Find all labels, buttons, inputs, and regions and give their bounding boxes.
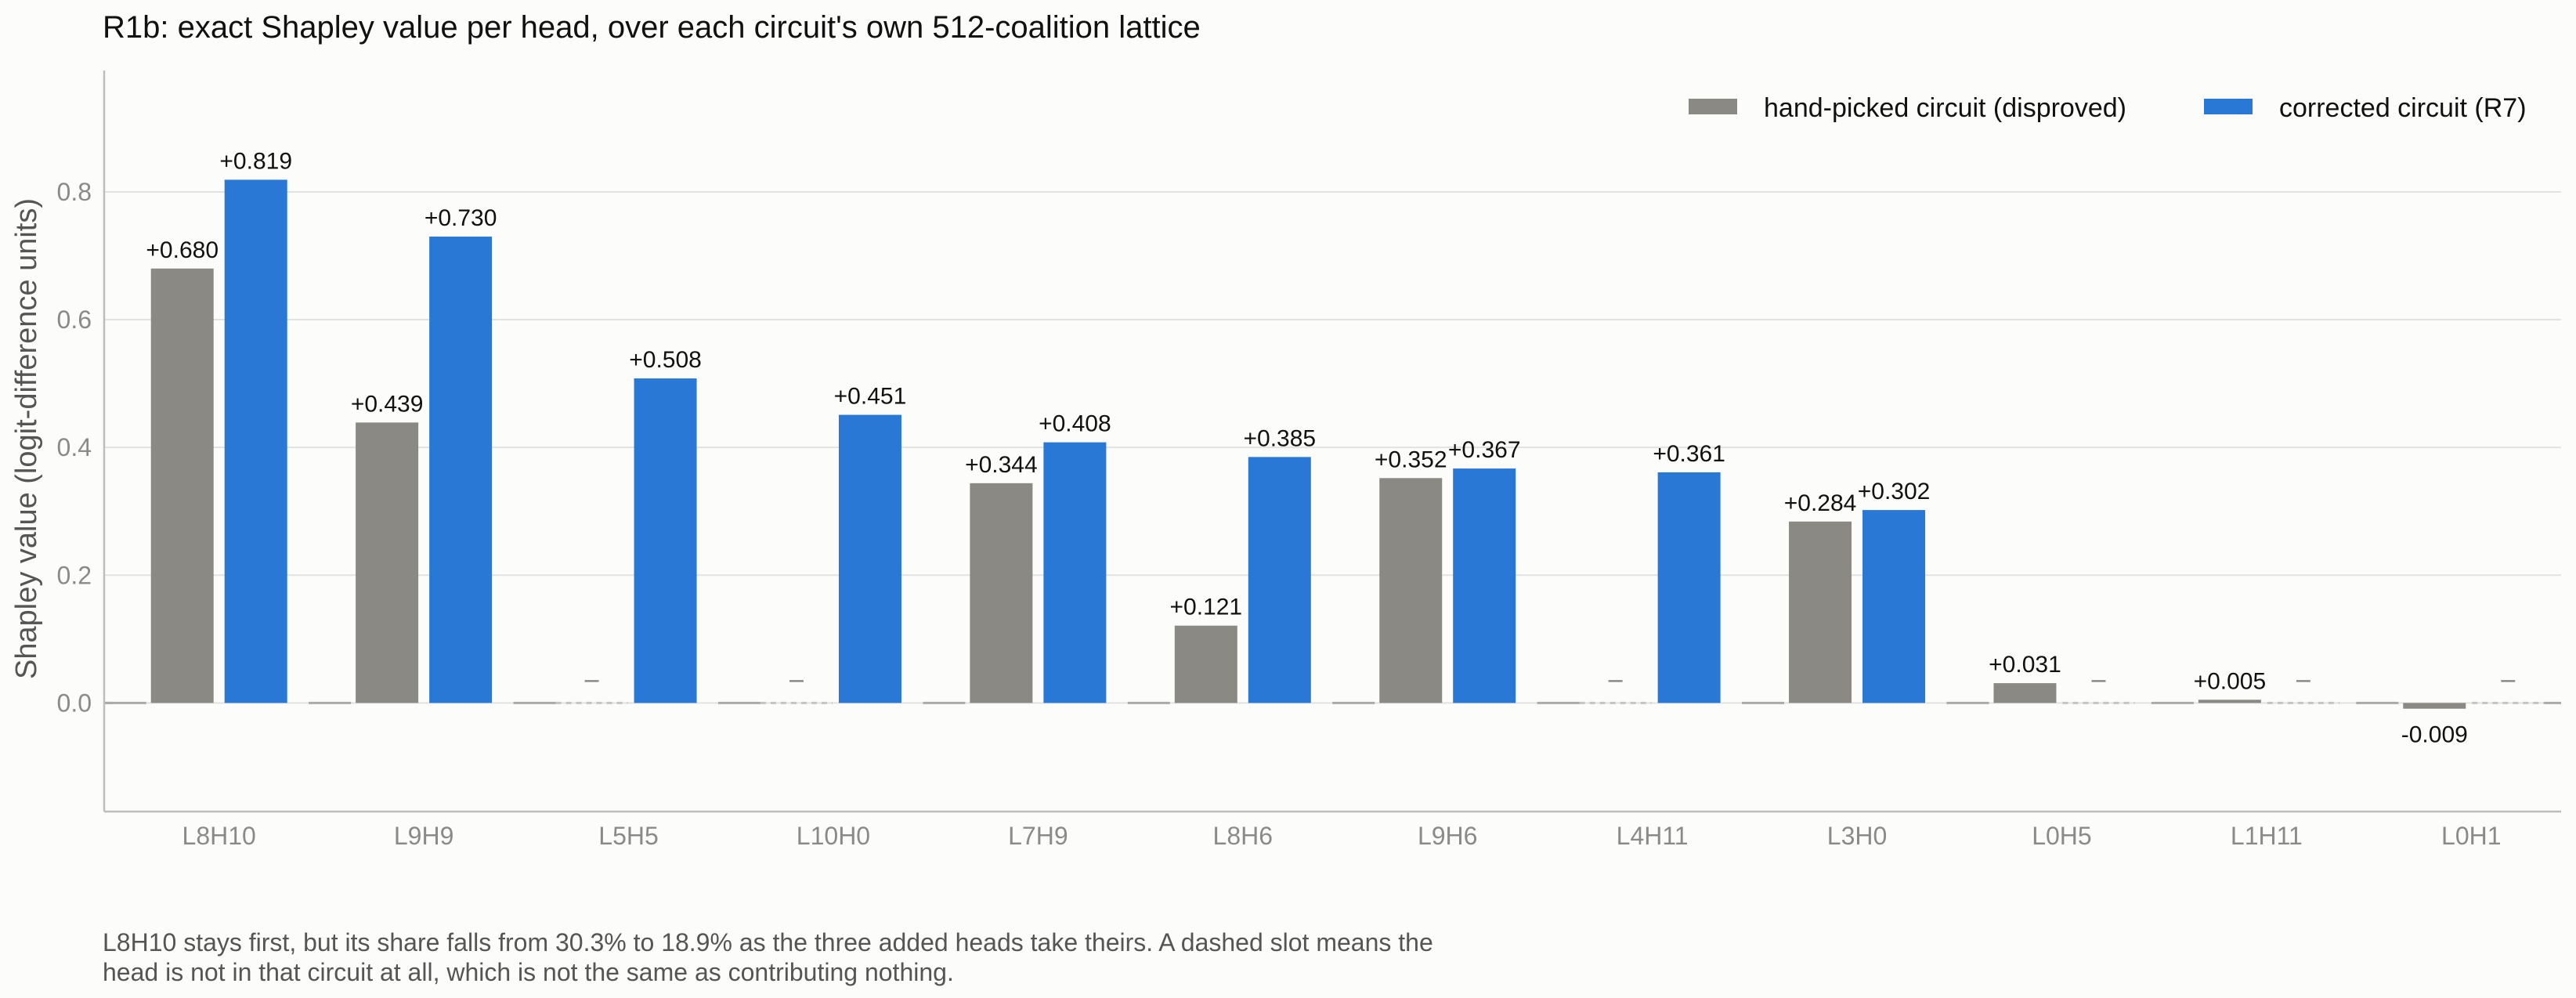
y-axis-label: Shapley value (logit-difference units) [10,198,43,679]
x-tick-label: L10H0 [797,822,870,850]
bar-L9H9-hand-picked [356,422,419,703]
bar-L5H5-corrected [634,378,697,703]
data-label: +0.385 [1243,425,1316,451]
x-axis-ticks: L8H10 L9H9 L5H5 L10H0 L7H9 L8H6 L9H6 L4H11 L3H0 L… [182,822,2502,850]
data-label: -0.009 [2401,721,2468,747]
bar-L9H6-hand-picked [1379,478,1443,703]
chart-title: R1b: exact Shapley value per head, over … [103,10,1201,45]
y-tick-label: 0.6 [57,306,92,334]
chart-caption: L8H10 stays first, but its share falls f… [103,928,1433,986]
y-tick-label: 0.4 [57,433,92,461]
data-label: +0.730 [425,205,497,231]
legend: hand-picked circuit (disproved) corrected… [1689,93,2527,123]
data-label: +0.819 [219,148,292,174]
legend-label-hand-picked: hand-picked circuit (disproved) [1764,93,2126,123]
legend-label-corrected: corrected circuit (R7) [2279,93,2527,123]
x-tick-label: L4H11 [1617,822,1689,850]
data-label: +0.408 [1039,411,1111,437]
x-tick-label: L9H6 [1418,822,1478,850]
bar-L1H11-hand-picked [2198,700,2261,703]
bar-L4H11-corrected [1657,472,1721,703]
bars [150,179,2466,709]
data-label: +0.680 [146,237,219,263]
bar-L0H5-hand-picked [1993,683,2057,703]
data-label: +0.344 [965,452,1038,478]
data-label: +0.352 [1375,447,1447,472]
bar-L7H9-corrected [1043,442,1107,703]
bar-L9H9-corrected [429,237,493,703]
y-axis-ticks: 0.0 0.2 0.4 0.6 0.8 [57,178,92,717]
x-tick-label: L8H10 [182,822,256,850]
y-tick-label: 0.0 [57,689,92,717]
y-tick-label: 0.8 [57,178,92,206]
x-tick-label: L7H9 [1008,822,1068,850]
legend-swatch-corrected [2204,99,2253,114]
bar-L8H6-corrected [1248,457,1311,703]
axes [103,71,2561,813]
x-tick-label: L3H0 [1827,822,1888,850]
data-label: +0.508 [629,347,702,373]
bar-L3H0-corrected [1862,510,1926,703]
bar-L8H10-hand-picked [150,268,214,703]
x-tick-label: L0H1 [2441,822,2502,850]
x-tick-label: L5H5 [598,822,659,850]
bar-L9H6-corrected [1453,468,1516,703]
y-tick-label: 0.2 [57,561,92,589]
data-label: +0.361 [1653,441,1725,467]
x-tick-label: L0H5 [2032,822,2092,850]
data-label: +0.005 [2194,668,2267,694]
data-label: +0.302 [1858,479,1931,504]
x-tick-label: L9H9 [394,822,454,850]
data-label: +0.367 [1448,437,1521,463]
bar-L8H10-corrected [224,179,287,703]
bar-L3H0-hand-picked [1789,521,1852,703]
bar-L0H1-hand-picked [2403,703,2466,709]
data-label: +0.439 [351,391,424,417]
bar-L8H6-hand-picked [1174,625,1237,703]
data-label: +0.451 [834,384,907,410]
data-label: +0.284 [1784,490,1857,516]
data-labels: +0.680 +0.819 +0.439 +0.730 +0.508 +0.451 +0.3… [146,148,2516,747]
x-tick-label: L1H11 [2231,822,2303,850]
shapley-bar-chart: R1b: exact Shapley value per head, over … [10,10,2561,850]
legend-swatch-hand-picked [1689,99,1737,114]
bar-L7H9-hand-picked [970,483,1033,703]
data-label: +0.031 [1989,652,2061,678]
x-tick-label: L8H6 [1213,822,1274,850]
bar-L10H0-corrected [838,414,901,703]
data-label: +0.121 [1169,595,1242,620]
